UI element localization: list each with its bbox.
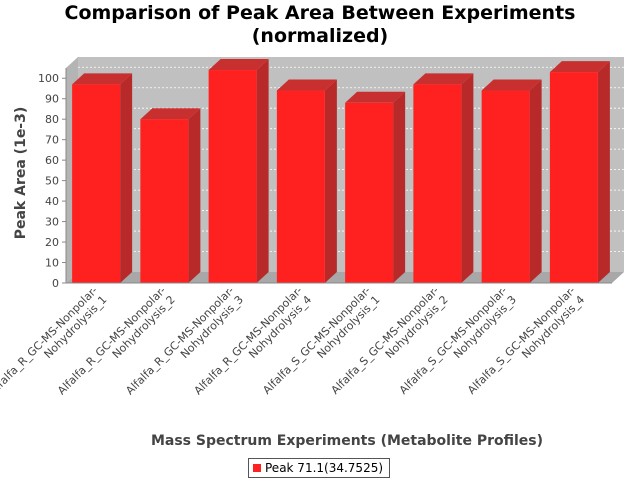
x-tick-label-line: Alfalfa_S_GC-MS-Nonpolar- xyxy=(329,284,442,397)
bar-side xyxy=(529,79,542,284)
y-tick-label: 10 xyxy=(45,257,59,270)
bar-top xyxy=(72,73,133,85)
bar-top xyxy=(140,108,201,120)
bar-side xyxy=(120,73,133,283)
x-tick-label-line: Alfalfa_S_GC-MS-Nonpolar- xyxy=(260,284,373,397)
bar xyxy=(413,73,474,283)
y-axis-label: Peak Area (1e-3) xyxy=(13,107,29,240)
bar-front xyxy=(276,90,325,284)
bar xyxy=(140,108,201,283)
y-tick-label: 100 xyxy=(38,72,59,85)
y-tick-label: 30 xyxy=(45,216,59,229)
bar-side xyxy=(461,73,474,283)
y-tick-label: 50 xyxy=(45,175,59,188)
axes xyxy=(65,68,612,284)
y-tick-label: 80 xyxy=(45,113,59,126)
bar xyxy=(72,73,133,283)
chart-title-line2: (normalized) xyxy=(251,25,389,47)
bar-top xyxy=(345,91,406,103)
x-tick-label-line: Alfalfa_S_GC-MS-Nonpolar- xyxy=(465,284,578,397)
bar-side xyxy=(256,59,269,283)
legend: Peak 71.1(34.7525) xyxy=(248,458,391,478)
bar xyxy=(481,79,542,284)
bar-side xyxy=(324,79,337,284)
y-tick-labels: 0 10 20 30 40 50 60 70 80 90 100 xyxy=(38,72,66,290)
bar-side xyxy=(393,91,406,283)
bar-front xyxy=(140,119,189,283)
x-tick-label-line: Alfalfa_R_GC-MS-Nonpolar- xyxy=(123,284,236,397)
y-tick-label: 20 xyxy=(45,236,59,249)
bar-front xyxy=(481,90,530,284)
bar-front xyxy=(549,72,598,283)
bar-front xyxy=(72,84,121,283)
x-tick-label-line: Alfalfa_R_GC-MS-Nonpolar- xyxy=(192,284,305,397)
y-tick-label: 90 xyxy=(45,93,59,106)
y-tick-label: 60 xyxy=(45,154,59,167)
y-tick-label: 0 xyxy=(52,277,59,290)
bar-front xyxy=(208,70,257,283)
y-tick-label: 40 xyxy=(45,195,59,208)
y-tick-label: 70 xyxy=(45,134,59,147)
bar-top xyxy=(413,73,474,85)
legend-label: Peak 71.1(34.7525) xyxy=(265,461,384,475)
bar-side xyxy=(597,61,610,283)
x-axis-label: Mass Spectrum Experiments (Metabolite Pr… xyxy=(151,433,543,449)
bar-top xyxy=(276,79,337,91)
x-tick-label-line: Alfalfa_S_GC-MS-Nonpolar- xyxy=(397,284,510,397)
bar-side xyxy=(188,108,201,283)
bar-top xyxy=(481,79,542,91)
bar-top xyxy=(208,59,269,71)
bar xyxy=(276,79,337,284)
chart-title: Comparison of Peak Area Between Experime… xyxy=(0,2,640,48)
x-tick-label-line: Alfalfa_R_GC-MS-Nonpolar- xyxy=(55,284,168,397)
legend-swatch xyxy=(253,464,261,472)
bar-front xyxy=(413,84,462,283)
bar xyxy=(208,59,269,283)
x-tick-label-line: Alfalfa_R_GC-MS-Nonpolar- xyxy=(0,284,100,397)
bar-top xyxy=(549,61,610,73)
bar xyxy=(549,61,610,283)
chart-title-line1: Comparison of Peak Area Between Experime… xyxy=(64,2,576,24)
bars xyxy=(72,59,610,284)
bar-front xyxy=(345,102,394,283)
x-tick-labels: Alfalfa_R_GC-MS-Nonpolar-Nohydrolysis_1A… xyxy=(0,284,587,397)
bar xyxy=(345,91,406,283)
